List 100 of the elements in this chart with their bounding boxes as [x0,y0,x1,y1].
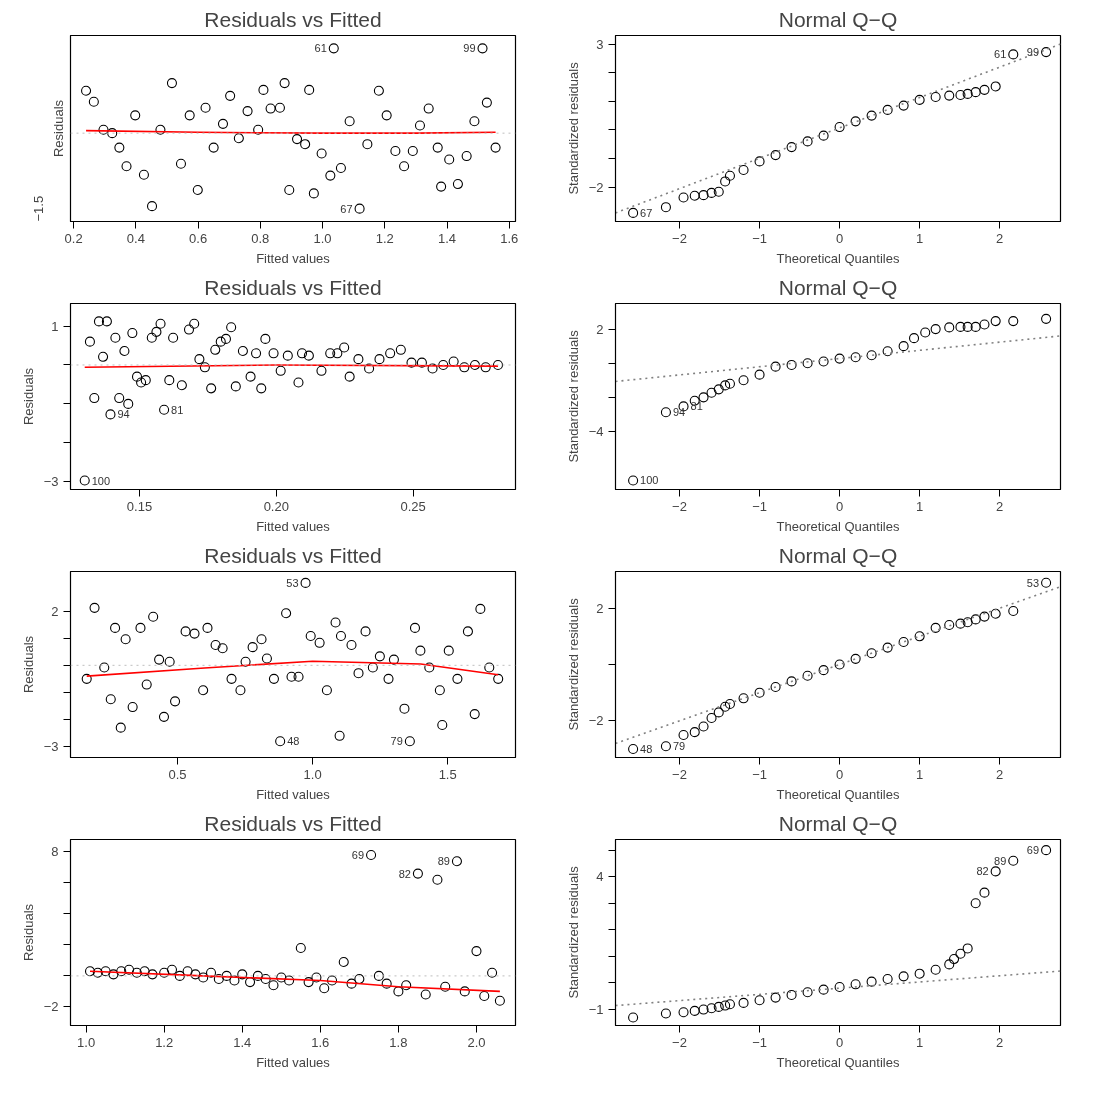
annotation: 94 [672,406,686,419]
x-tick-label: 0.2 [64,230,83,246]
annotation: 53 [286,576,299,589]
x-tick-label: 2 [996,766,1004,782]
y-tick-label: 2 [596,600,604,616]
annotation: 100 [91,474,111,487]
x-tick-label: 0 [835,1034,844,1050]
y-axis-title: Standardized residuals [565,865,581,999]
y-tick-label: 3 [596,36,604,52]
annotation: 61 [994,48,1007,61]
x-tick-label: −1 [752,498,767,514]
annotation: 94 [117,408,130,421]
x-axis-title: Fitted values [256,1054,331,1070]
x-tick-label: 1.0 [313,230,332,246]
annotation: 89 [994,854,1007,867]
x-tick-label: 0.8 [251,230,270,246]
x-tick-label: 1 [916,1034,924,1050]
x-tick-label: 0.6 [189,230,208,246]
y-tick-label: −3 [43,474,59,490]
x-tick-label: 1.6 [500,230,519,246]
annotation: 79 [390,735,403,748]
x-tick-label: 0.20 [263,498,289,514]
y-tick-label: 2 [596,321,604,337]
x-tick-label: 0 [835,230,844,246]
annotation: 82 [976,865,989,878]
annotation: 61 [314,42,327,55]
x-tick-label: −2 [672,230,687,246]
x-axis-title: Fitted values [256,518,331,534]
x-tick-label: 1.2 [375,230,394,246]
x-tick-label: 1.8 [389,1034,408,1050]
chart-title: Residuals vs Fitted [204,275,382,299]
x-tick-label: 2 [996,1034,1004,1050]
chart-title: Residuals vs Fitted [204,543,382,567]
chart-title: Normal Q−Q [778,811,898,835]
x-tick-label: 2 [996,498,1004,514]
x-tick-label: −1 [752,230,767,246]
annotation: 81 [690,400,703,413]
x-axis-title: Fitted values [256,250,331,266]
x-axis-title: Fitted values [256,786,331,802]
x-tick-label: 1.4 [438,230,457,246]
x-tick-label: 0.5 [168,766,187,782]
x-tick-label: 0.15 [126,498,153,514]
x-tick-label: 0.4 [126,230,145,246]
x-tick-label: 1.6 [311,1034,330,1050]
x-tick-label: −1 [752,1034,767,1050]
x-axis-title: Theoretical Quantiles [776,250,900,266]
annotation: 48 [640,743,653,756]
x-tick-label: 0.25 [400,498,426,514]
annotation: 67 [640,206,653,219]
annotation: 79 [672,740,686,753]
annotation: 99 [463,42,476,55]
x-tick-label: 1.0 [77,1034,96,1050]
y-tick-label: 2 [51,603,59,619]
y-tick-label: 1 [51,318,59,334]
y-axis-title: Standardized residuals [565,61,581,195]
annotation: 67 [340,202,353,215]
annotation: 69 [351,849,365,861]
annotation: 81 [171,403,184,416]
y-axis-title: Residuals [20,903,36,962]
x-tick-label: 1 [916,498,924,514]
x-tick-label: −2 [672,498,687,514]
annotation: 82 [398,867,411,880]
x-tick-label: 0 [835,766,844,782]
chart-title: Residuals vs Fitted [204,7,382,31]
x-tick-label: −2 [672,1034,687,1050]
chart-title: Normal Q−Q [778,543,898,567]
y-tick-label: 8 [51,844,59,860]
text: −1.5 [30,195,46,222]
annotation: 48 [287,735,300,748]
annotation: 89 [437,855,450,868]
chart-title: Residuals vs Fitted [204,811,382,835]
x-tick-label: 0 [835,498,844,514]
x-tick-label: 1 [916,766,924,782]
x-axis-title: Theoretical Quantiles [776,518,900,534]
y-tick-label: −2 [43,999,59,1015]
x-tick-label: −1 [752,766,767,782]
y-tick-label: −2 [588,179,604,195]
x-axis-title: Theoretical Quantiles [776,1054,900,1070]
x-tick-label: 2.0 [467,1034,486,1050]
x-tick-label: 1.0 [303,766,322,782]
x-tick-label: 2 [996,230,1004,246]
y-axis-title: Standardized residuals [565,597,581,731]
y-axis-title: Residuals [20,635,36,694]
chart-title: Normal Q−Q [778,275,898,299]
y-tick-label: −4 [588,423,604,439]
y-axis-title: Residuals [50,99,66,158]
chart-title: Normal Q−Q [778,7,898,31]
x-tick-label: −2 [672,766,687,782]
x-axis-title: Theoretical Quantiles [776,786,900,802]
y-tick-label: −1 [588,1002,604,1018]
y-tick-label: −3 [43,739,59,755]
annotation: 69 [1026,844,1040,857]
y-axis-title: Residuals [20,367,36,426]
y-tick-label: −2 [588,713,604,729]
x-tick-label: 1.2 [155,1034,174,1050]
x-tick-label: 1 [916,230,924,246]
annotation: 53 [1026,576,1040,589]
annotation: 100 [640,474,659,487]
x-tick-label: 1.4 [233,1034,252,1050]
x-tick-label: 1.5 [438,766,457,782]
